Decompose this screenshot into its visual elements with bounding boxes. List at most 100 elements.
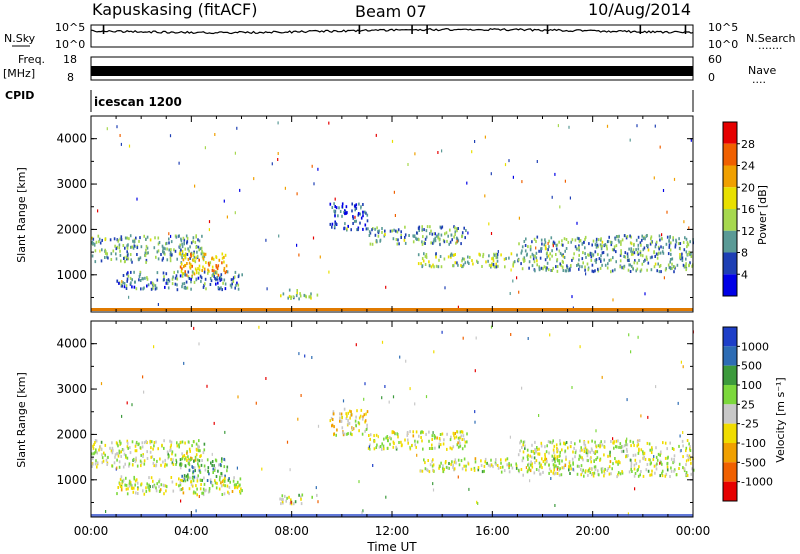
scatter-cell — [400, 230, 402, 234]
scatter-cell — [195, 256, 197, 260]
scatter-cell — [437, 265, 440, 269]
scatter-cell — [670, 241, 672, 245]
scatter-cell — [199, 274, 202, 278]
scatter-cell — [184, 247, 187, 251]
scatter-cell — [175, 235, 178, 239]
scatter-cell — [475, 336, 477, 340]
scatter-cell — [608, 472, 611, 476]
scatter-cell — [570, 441, 572, 444]
scatter-cell — [169, 448, 172, 452]
scatter-cell — [138, 239, 140, 243]
scatter-cell — [516, 276, 518, 280]
scatter-cell — [379, 445, 382, 448]
scatter-cell — [521, 445, 523, 449]
scatter-cell — [207, 268, 209, 272]
scatter-cell — [351, 209, 353, 213]
scatter-cell — [199, 449, 201, 453]
scatter-cell — [671, 257, 674, 261]
scatter-cell — [551, 254, 553, 258]
scatter-cell — [626, 437, 628, 441]
scatter-cell — [464, 440, 467, 444]
scatter-cell — [591, 263, 594, 267]
scatter-cell — [568, 468, 570, 472]
scatter-cell — [531, 240, 533, 244]
scatter-cell — [281, 500, 284, 504]
scatter-cell — [116, 492, 118, 496]
scatter-cell — [457, 441, 459, 445]
scatter-cell — [485, 461, 488, 465]
scatter-cell — [608, 235, 610, 239]
scatter-cell — [176, 257, 178, 261]
scatter-cell — [571, 386, 573, 389]
scatter-cell — [625, 455, 627, 459]
scatter-cell — [631, 250, 634, 254]
scatter-cell — [236, 466, 238, 470]
scatter-cell — [457, 305, 459, 309]
scatter-cell — [428, 447, 431, 450]
scatter-cell — [488, 254, 490, 258]
scatter-cell — [191, 484, 194, 488]
scatter-cell — [477, 260, 479, 264]
scatter-cell — [587, 459, 589, 463]
scatter-cell — [94, 441, 96, 444]
scatter-cell — [329, 222, 332, 226]
scatter-cell — [95, 459, 97, 463]
beam-title: Beam 07 — [355, 2, 427, 21]
scatter-cell — [92, 462, 94, 466]
scatter-cell — [430, 241, 432, 245]
scatter-cell — [365, 227, 368, 231]
scatter-cell — [484, 457, 487, 461]
scatter-cell — [689, 240, 691, 244]
scatter-cell — [602, 251, 605, 254]
scatter-cell — [328, 270, 330, 274]
scatter-cell — [659, 251, 662, 255]
scatter-cell — [200, 246, 203, 250]
scatter-cell — [686, 474, 689, 477]
scatter-cell — [352, 427, 355, 431]
scatter-cell — [143, 441, 146, 445]
scatter-cell — [673, 447, 675, 451]
scatter-cell — [645, 234, 648, 238]
scatter-cell — [658, 265, 661, 268]
scatter-cell — [298, 297, 300, 301]
scatter-cell — [239, 477, 242, 481]
scatter-cell — [157, 242, 160, 246]
scatter-cell — [368, 234, 371, 237]
scatter-cell — [97, 234, 100, 238]
scatter-cell — [133, 477, 136, 481]
scatter-cell — [350, 228, 352, 232]
scatter-cell — [199, 455, 201, 458]
scatter-cell — [146, 276, 148, 280]
scatter-cell — [207, 466, 210, 470]
scatter-cell — [175, 482, 178, 486]
scatter-cell — [690, 251, 692, 255]
scatter-cell — [386, 435, 389, 438]
scatter-cell — [361, 417, 364, 421]
scatter-cell — [441, 330, 443, 334]
scatter-cell — [623, 444, 626, 448]
y-tick-label: 3000 — [56, 382, 87, 396]
scatter-cell — [389, 442, 391, 446]
scatter-cell — [146, 246, 149, 250]
scatter-cell — [571, 295, 573, 299]
scatter-cell — [682, 365, 684, 369]
scatter-cell — [271, 162, 273, 166]
scatter-cell — [579, 455, 582, 459]
scatter-cell — [614, 268, 616, 272]
scatter-cell — [685, 237, 688, 241]
scatter-cell — [379, 238, 382, 242]
scatter-cell — [169, 259, 172, 263]
scatter-cell — [630, 252, 633, 256]
scatter-cell — [663, 276, 665, 280]
scatter-cell — [203, 283, 205, 287]
scatter-cell — [628, 470, 631, 474]
scatter-cell — [105, 250, 107, 254]
time-tick-label: 04:00 — [174, 524, 209, 538]
scatter-cell — [180, 253, 183, 257]
scatter-cell — [682, 444, 684, 448]
scatter-cell — [182, 236, 185, 240]
scatter-cell — [682, 431, 684, 434]
scatter-cell — [474, 460, 477, 464]
scatter-cell — [447, 255, 450, 259]
